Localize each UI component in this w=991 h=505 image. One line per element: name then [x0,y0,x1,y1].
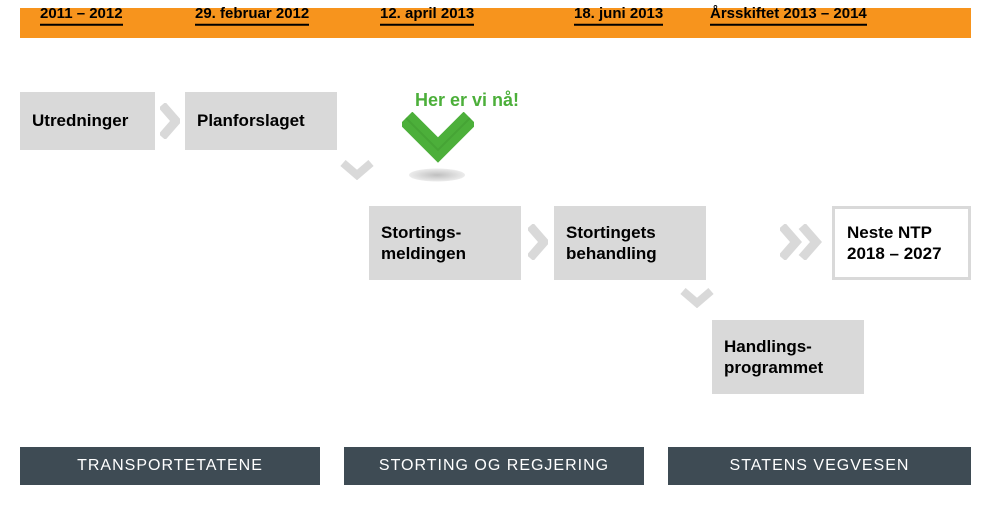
chevron-down-icon [340,160,374,180]
chevron-right-icon [528,224,548,260]
box-label: Neste NTP 2018 – 2027 [847,222,942,265]
timeline-date-label: 2011 – 2012 [40,5,123,22]
chevron-right-icon [160,103,180,139]
timeline-date-label: 18. juni 2013 [574,5,663,22]
here-shadow-ellipse [408,168,466,182]
box-label: Stortingets behandling [566,222,657,265]
timeline-underline [574,24,663,26]
timeline-underline [40,24,123,26]
footer-storting-regjering: STORTING OG REGJERING [344,447,644,485]
timeline-date-1: 29. februar 2012 [195,5,309,26]
box-label: Stortings- meldingen [381,222,466,265]
here-arrow-icon [402,112,474,168]
box-neste-ntp: Neste NTP 2018 – 2027 [832,206,971,280]
timeline-date-3: 18. juni 2013 [574,5,663,26]
box-label: Planforslaget [197,110,305,131]
timeline-underline [195,24,309,26]
chevron-double-right-icon [780,224,822,260]
footer-label: TRANSPORTETATENE [77,457,263,475]
box-label: Utredninger [32,110,128,131]
footer-label: STORTING OG REGJERING [379,457,609,475]
timeline-date-label: 12. april 2013 [380,5,474,22]
footer-statens-vegvesen: STATENS VEGVESEN [668,447,971,485]
box-stortingets-behandling: Stortingets behandling [554,206,706,280]
box-utredninger: Utredninger [20,92,155,150]
box-planforslaget: Planforslaget [185,92,337,150]
timeline-underline [380,24,474,26]
footer-transportetatene: TRANSPORTETATENE [20,447,320,485]
timeline-date-label: Årsskiftet 2013 – 2014 [710,5,867,22]
timeline-underline [710,24,867,26]
here-label: Her er vi nå! [415,90,519,111]
timeline-date-0: 2011 – 2012 [40,5,123,26]
box-stortingsmeldingen: Stortings- meldingen [369,206,521,280]
box-label: Handlings- programmet [724,336,823,379]
footer-label: STATENS VEGVESEN [730,457,910,475]
box-handlingsprogrammet: Handlings- programmet [712,320,864,394]
timeline-date-2: 12. april 2013 [380,5,474,26]
timeline-date-label: 29. februar 2012 [195,5,309,22]
timeline-date-4: Årsskiftet 2013 – 2014 [710,5,867,26]
here-label-text: Her er vi nå! [415,90,519,110]
chevron-down-icon [680,288,714,308]
